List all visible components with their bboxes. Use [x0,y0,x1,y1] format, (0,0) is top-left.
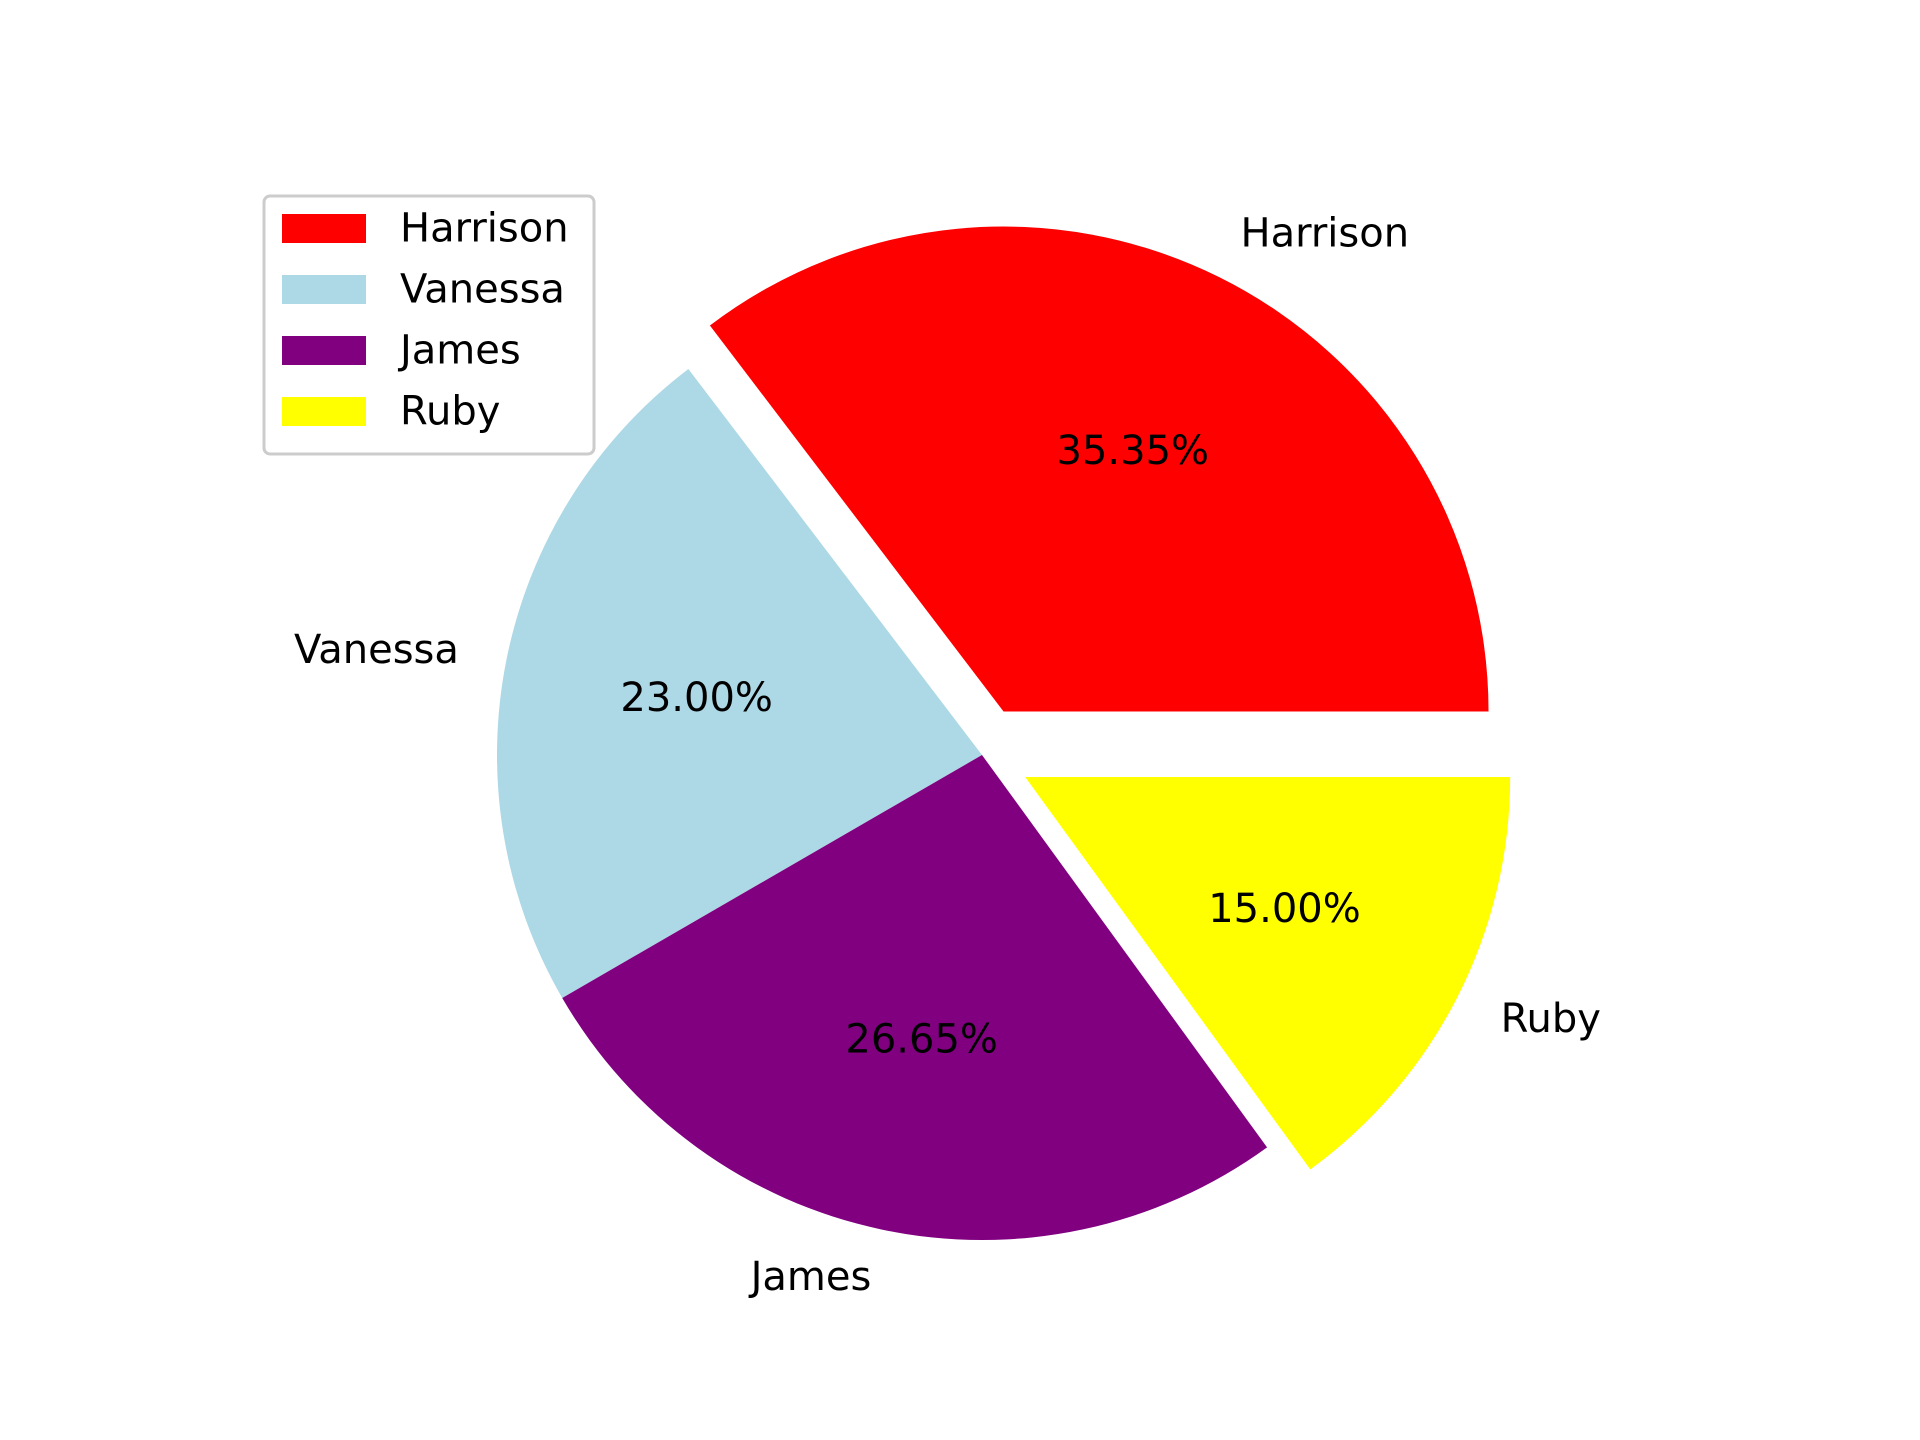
pie-slice-harrison [709,226,1489,712]
pct-label-james: 26.65% [845,1017,998,1063]
legend-label-vanessa: Vanessa [400,267,565,313]
slice-label-harrison: Harrison [1241,211,1410,257]
pct-label-harrison: 35.35% [1057,428,1210,474]
legend-swatch-ruby [282,397,366,426]
pie-slice-ruby [1025,777,1511,1170]
pct-label-vanessa: 23.00% [620,675,773,721]
pie-slice-james [562,755,1268,1240]
legend-swatch-james [282,336,366,365]
pct-label-ruby: 15.00% [1208,886,1361,932]
legend-label-harrison: Harrison [400,206,569,252]
legend-swatch-vanessa [282,275,366,304]
slice-label-ruby: Ruby [1501,996,1601,1042]
legend-label-james: James [397,328,521,374]
slice-label-vanessa: Vanessa [294,627,459,673]
legend-label-ruby: Ruby [400,389,500,435]
labels-layer: Harrison 35.35% Vanessa 23.00% James 26.65% Ru… [294,211,1601,1300]
slices-layer [497,226,1511,1240]
pie-slice-vanessa [497,368,982,998]
slice-label-james: James [748,1254,872,1300]
legend-swatch-harrison [282,214,366,243]
legend: Harrison Vanessa James Ruby [262,194,596,456]
legend-box [262,194,596,456]
legend-items: Harrison Vanessa James Ruby [282,206,569,435]
